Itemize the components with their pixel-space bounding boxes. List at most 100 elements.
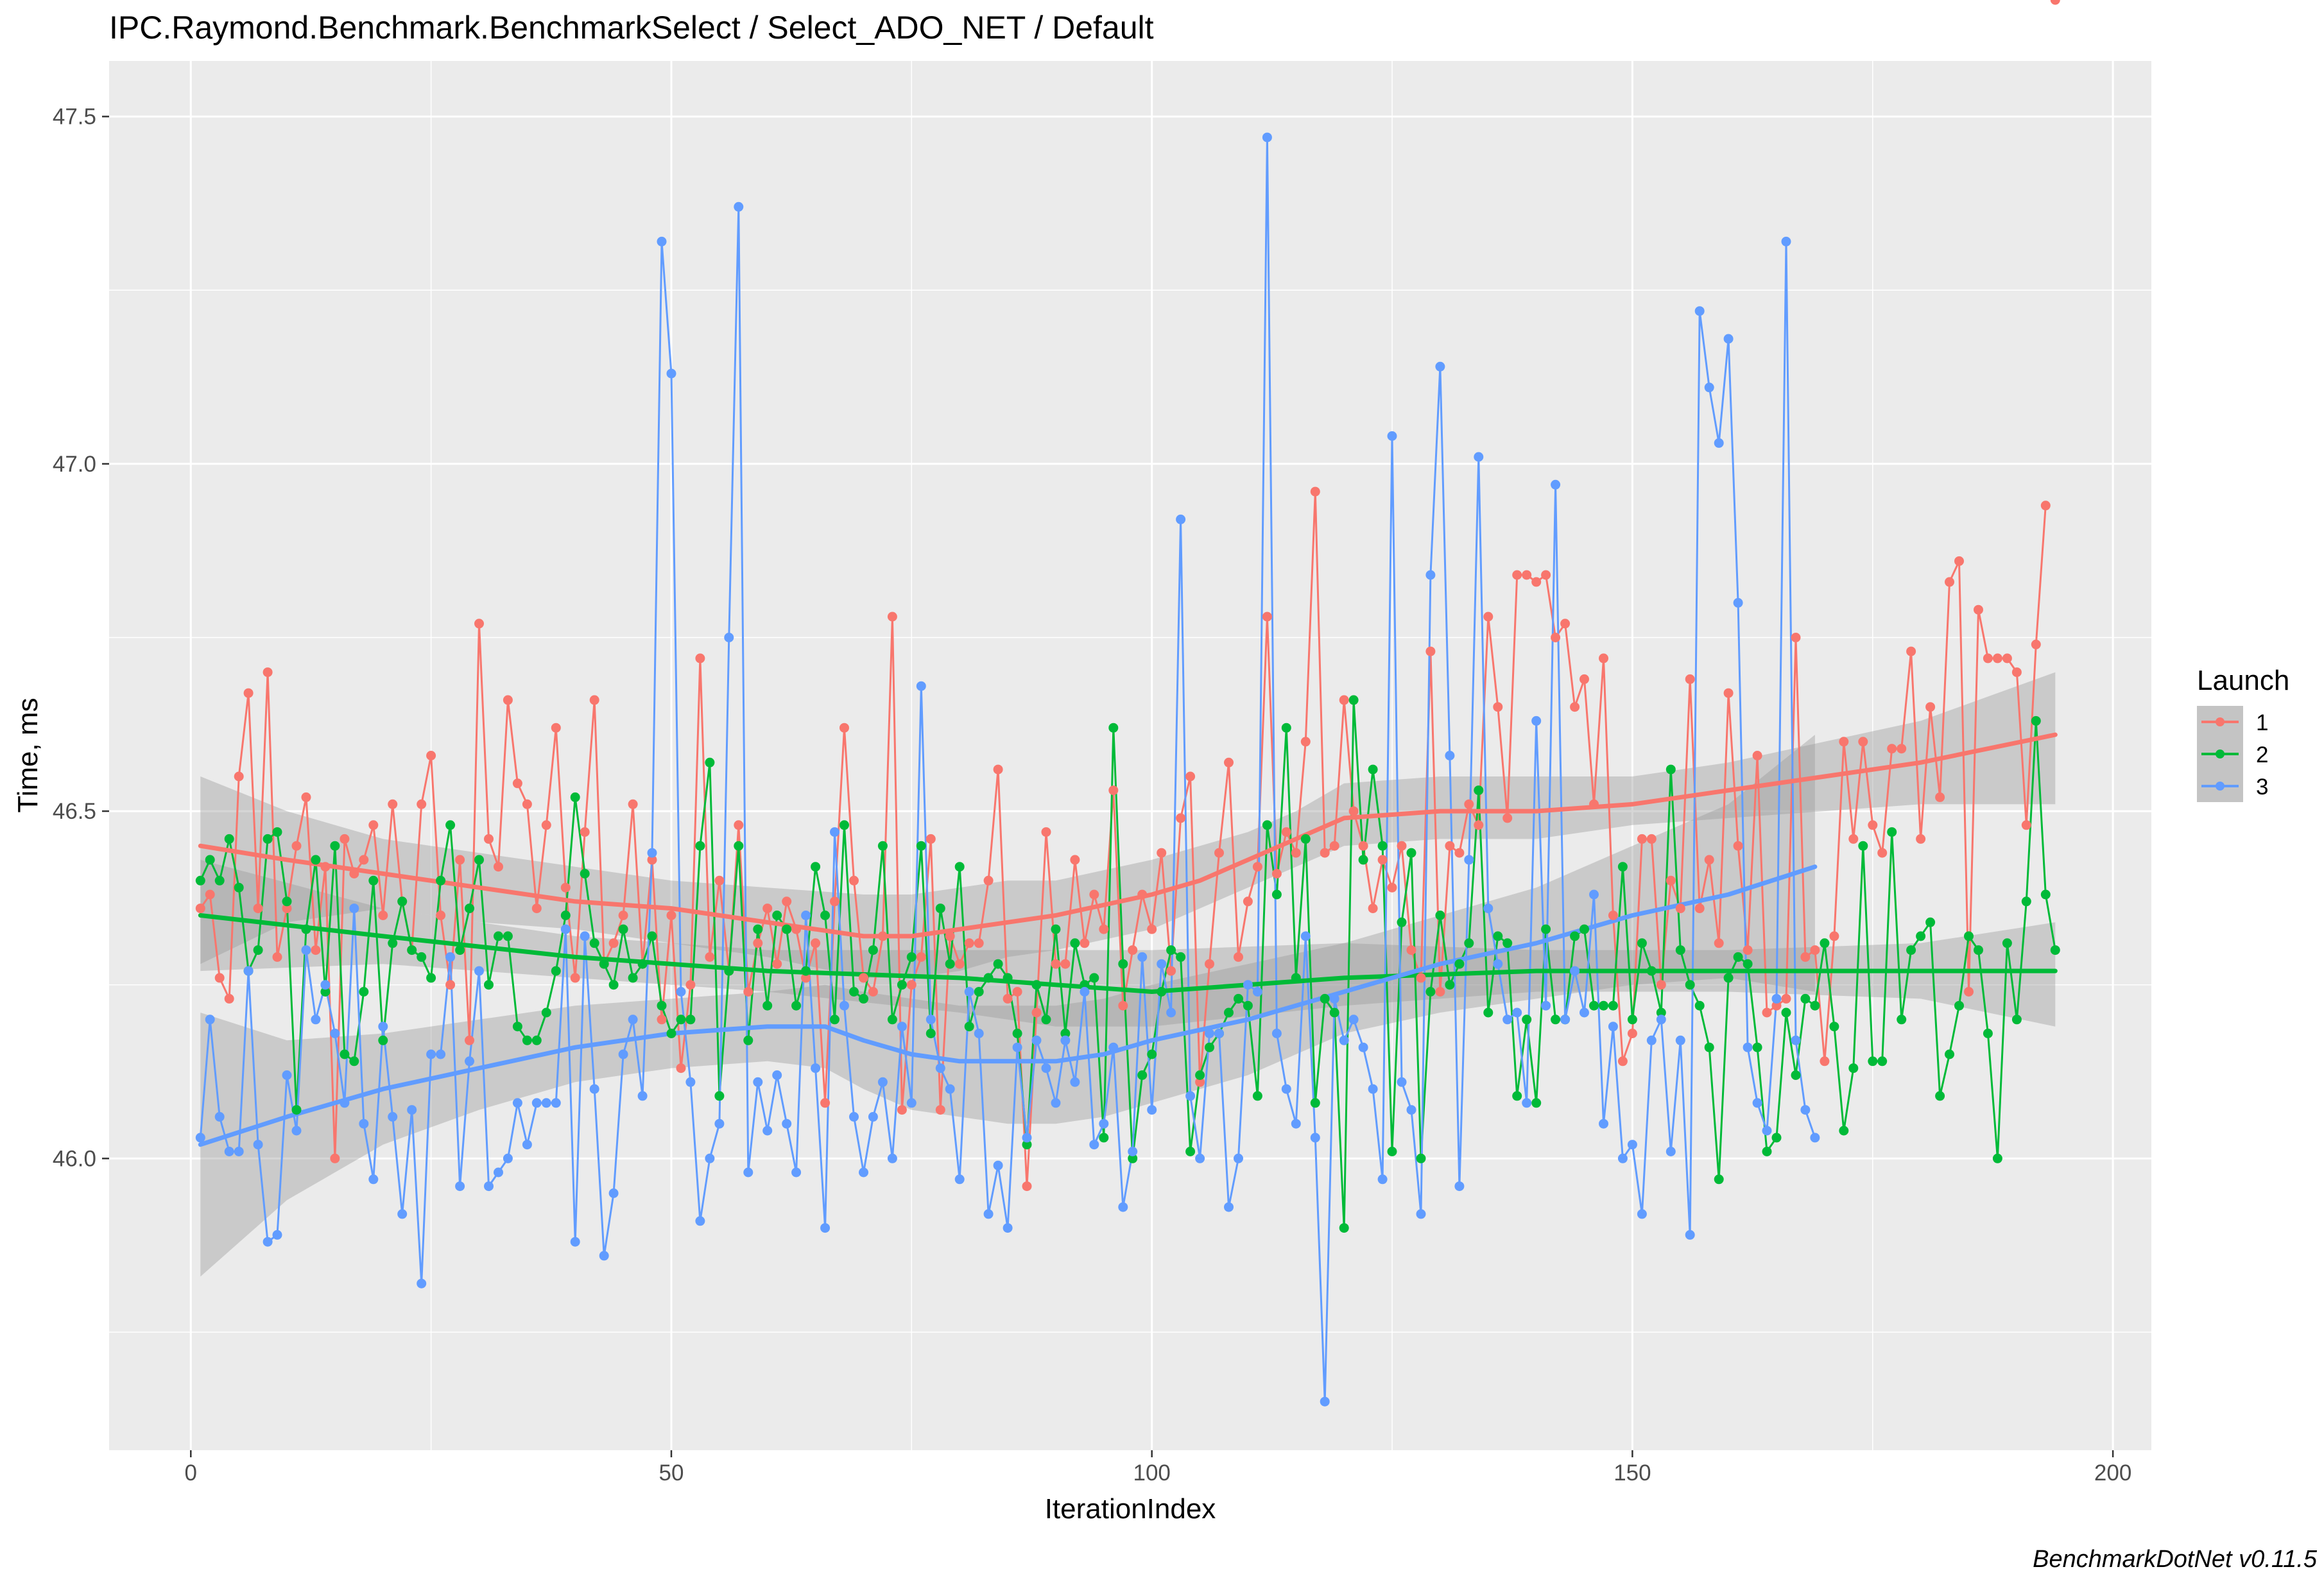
data-point-1 bbox=[2040, 501, 2051, 511]
data-point-1 bbox=[1406, 945, 1416, 955]
data-point-3 bbox=[647, 848, 657, 858]
data-point-3 bbox=[1022, 1133, 1032, 1143]
data-point-2 bbox=[484, 980, 494, 990]
data-point-2 bbox=[714, 1091, 725, 1101]
data-point-1 bbox=[445, 980, 456, 990]
data-point-1 bbox=[1080, 938, 1090, 948]
data-point-1 bbox=[465, 1035, 474, 1045]
data-point-3 bbox=[234, 1147, 244, 1156]
data-point-1 bbox=[291, 841, 302, 851]
data-point-3 bbox=[1128, 1147, 1138, 1156]
data-point-2 bbox=[1108, 723, 1119, 733]
data-point-3 bbox=[512, 1098, 522, 1108]
data-point-3 bbox=[1060, 1035, 1071, 1045]
data-point-3 bbox=[1387, 431, 1397, 441]
data-point-1 bbox=[1339, 695, 1349, 705]
data-point-3 bbox=[1733, 597, 1743, 608]
legend-key-point-2 bbox=[2216, 749, 2225, 758]
data-point-2 bbox=[1464, 938, 1474, 948]
data-point-1 bbox=[1916, 834, 1926, 844]
data-point-1 bbox=[378, 911, 388, 920]
data-point-2 bbox=[340, 1049, 350, 1059]
data-point-1 bbox=[1771, 1000, 1782, 1011]
data-point-3 bbox=[954, 1174, 965, 1185]
data-point-2 bbox=[1694, 1000, 1705, 1011]
data-point-1 bbox=[1954, 556, 1964, 566]
data-point-2 bbox=[541, 1007, 551, 1018]
legend-label-1: 1 bbox=[2256, 710, 2268, 735]
data-point-1 bbox=[541, 820, 551, 830]
data-point-2 bbox=[647, 931, 657, 941]
data-point-3 bbox=[877, 1077, 888, 1087]
data-point-2 bbox=[782, 924, 792, 934]
data-point-1 bbox=[897, 1105, 907, 1115]
data-point-1 bbox=[1031, 1007, 1042, 1018]
data-point-2 bbox=[734, 841, 744, 851]
smooth-line-2 bbox=[198, 913, 2058, 994]
data-point-3 bbox=[320, 980, 331, 990]
data-point-1 bbox=[1137, 889, 1148, 900]
data-point-1 bbox=[1128, 945, 1138, 955]
data-point-3 bbox=[887, 1153, 897, 1163]
data-point-2 bbox=[1281, 723, 1291, 733]
data-point-3 bbox=[1752, 1098, 1762, 1108]
data-point-2 bbox=[474, 855, 484, 865]
data-point-2 bbox=[1627, 1015, 1637, 1025]
data-point-1 bbox=[1099, 924, 1109, 934]
data-point-1 bbox=[1743, 945, 1753, 955]
data-point-3 bbox=[925, 1015, 936, 1025]
data-point-2 bbox=[1454, 959, 1465, 969]
data-point-2 bbox=[608, 980, 619, 990]
data-point-2 bbox=[1839, 1126, 1849, 1136]
data-point-1 bbox=[906, 980, 917, 990]
data-point-3 bbox=[243, 966, 254, 976]
data-point-1 bbox=[368, 820, 379, 830]
data-point-2 bbox=[1348, 695, 1359, 705]
data-point-3 bbox=[580, 931, 590, 941]
data-point-3 bbox=[1454, 1181, 1465, 1192]
data-point-3 bbox=[359, 1118, 369, 1129]
data-point-2 bbox=[1599, 1000, 1608, 1011]
legend-key-point-3 bbox=[2216, 782, 2225, 791]
data-point-1 bbox=[263, 667, 273, 678]
data-point-1 bbox=[1752, 751, 1762, 760]
data-point-1 bbox=[1224, 757, 1234, 767]
data-point-1 bbox=[666, 911, 676, 920]
data-point-3 bbox=[1166, 1007, 1176, 1018]
data-point-2 bbox=[906, 952, 917, 962]
data-point-3 bbox=[1685, 1229, 1695, 1240]
data-point-3 bbox=[301, 945, 311, 955]
data-point-2 bbox=[407, 945, 417, 955]
data-point-3 bbox=[599, 1251, 609, 1261]
data-point-2 bbox=[935, 904, 945, 914]
data-point-3 bbox=[1224, 1202, 1234, 1212]
data-point-1 bbox=[243, 688, 254, 698]
series-points bbox=[195, 0, 2060, 1407]
data-point-1 bbox=[1281, 827, 1291, 837]
data-point-1 bbox=[1646, 834, 1657, 844]
data-point-2 bbox=[436, 875, 446, 886]
data-point-2 bbox=[1387, 1147, 1397, 1156]
data-point-3 bbox=[839, 1000, 849, 1011]
data-point-1 bbox=[925, 834, 936, 844]
data-point-2 bbox=[311, 855, 321, 865]
data-point-3 bbox=[1791, 1035, 1801, 1045]
data-point-1 bbox=[1310, 486, 1320, 497]
data-point-3 bbox=[1589, 889, 1599, 900]
data-point-3 bbox=[1637, 1209, 1647, 1219]
data-point-1 bbox=[868, 987, 878, 997]
data-point-3 bbox=[1551, 479, 1561, 490]
data-point-2 bbox=[954, 862, 965, 872]
data-point-3 bbox=[945, 1084, 955, 1094]
data-point-1 bbox=[1733, 841, 1743, 851]
data-point-1 bbox=[628, 799, 638, 809]
data-point-3 bbox=[282, 1070, 292, 1080]
data-point-3 bbox=[1704, 382, 1714, 393]
data-point-2 bbox=[1243, 1000, 1253, 1011]
data-point-3 bbox=[1810, 1133, 1820, 1143]
data-point-1 bbox=[1762, 1007, 1772, 1018]
data-point-3 bbox=[589, 1084, 599, 1094]
data-point-3 bbox=[1320, 1396, 1330, 1407]
data-point-1 bbox=[1166, 966, 1176, 976]
data-point-3 bbox=[263, 1237, 273, 1247]
